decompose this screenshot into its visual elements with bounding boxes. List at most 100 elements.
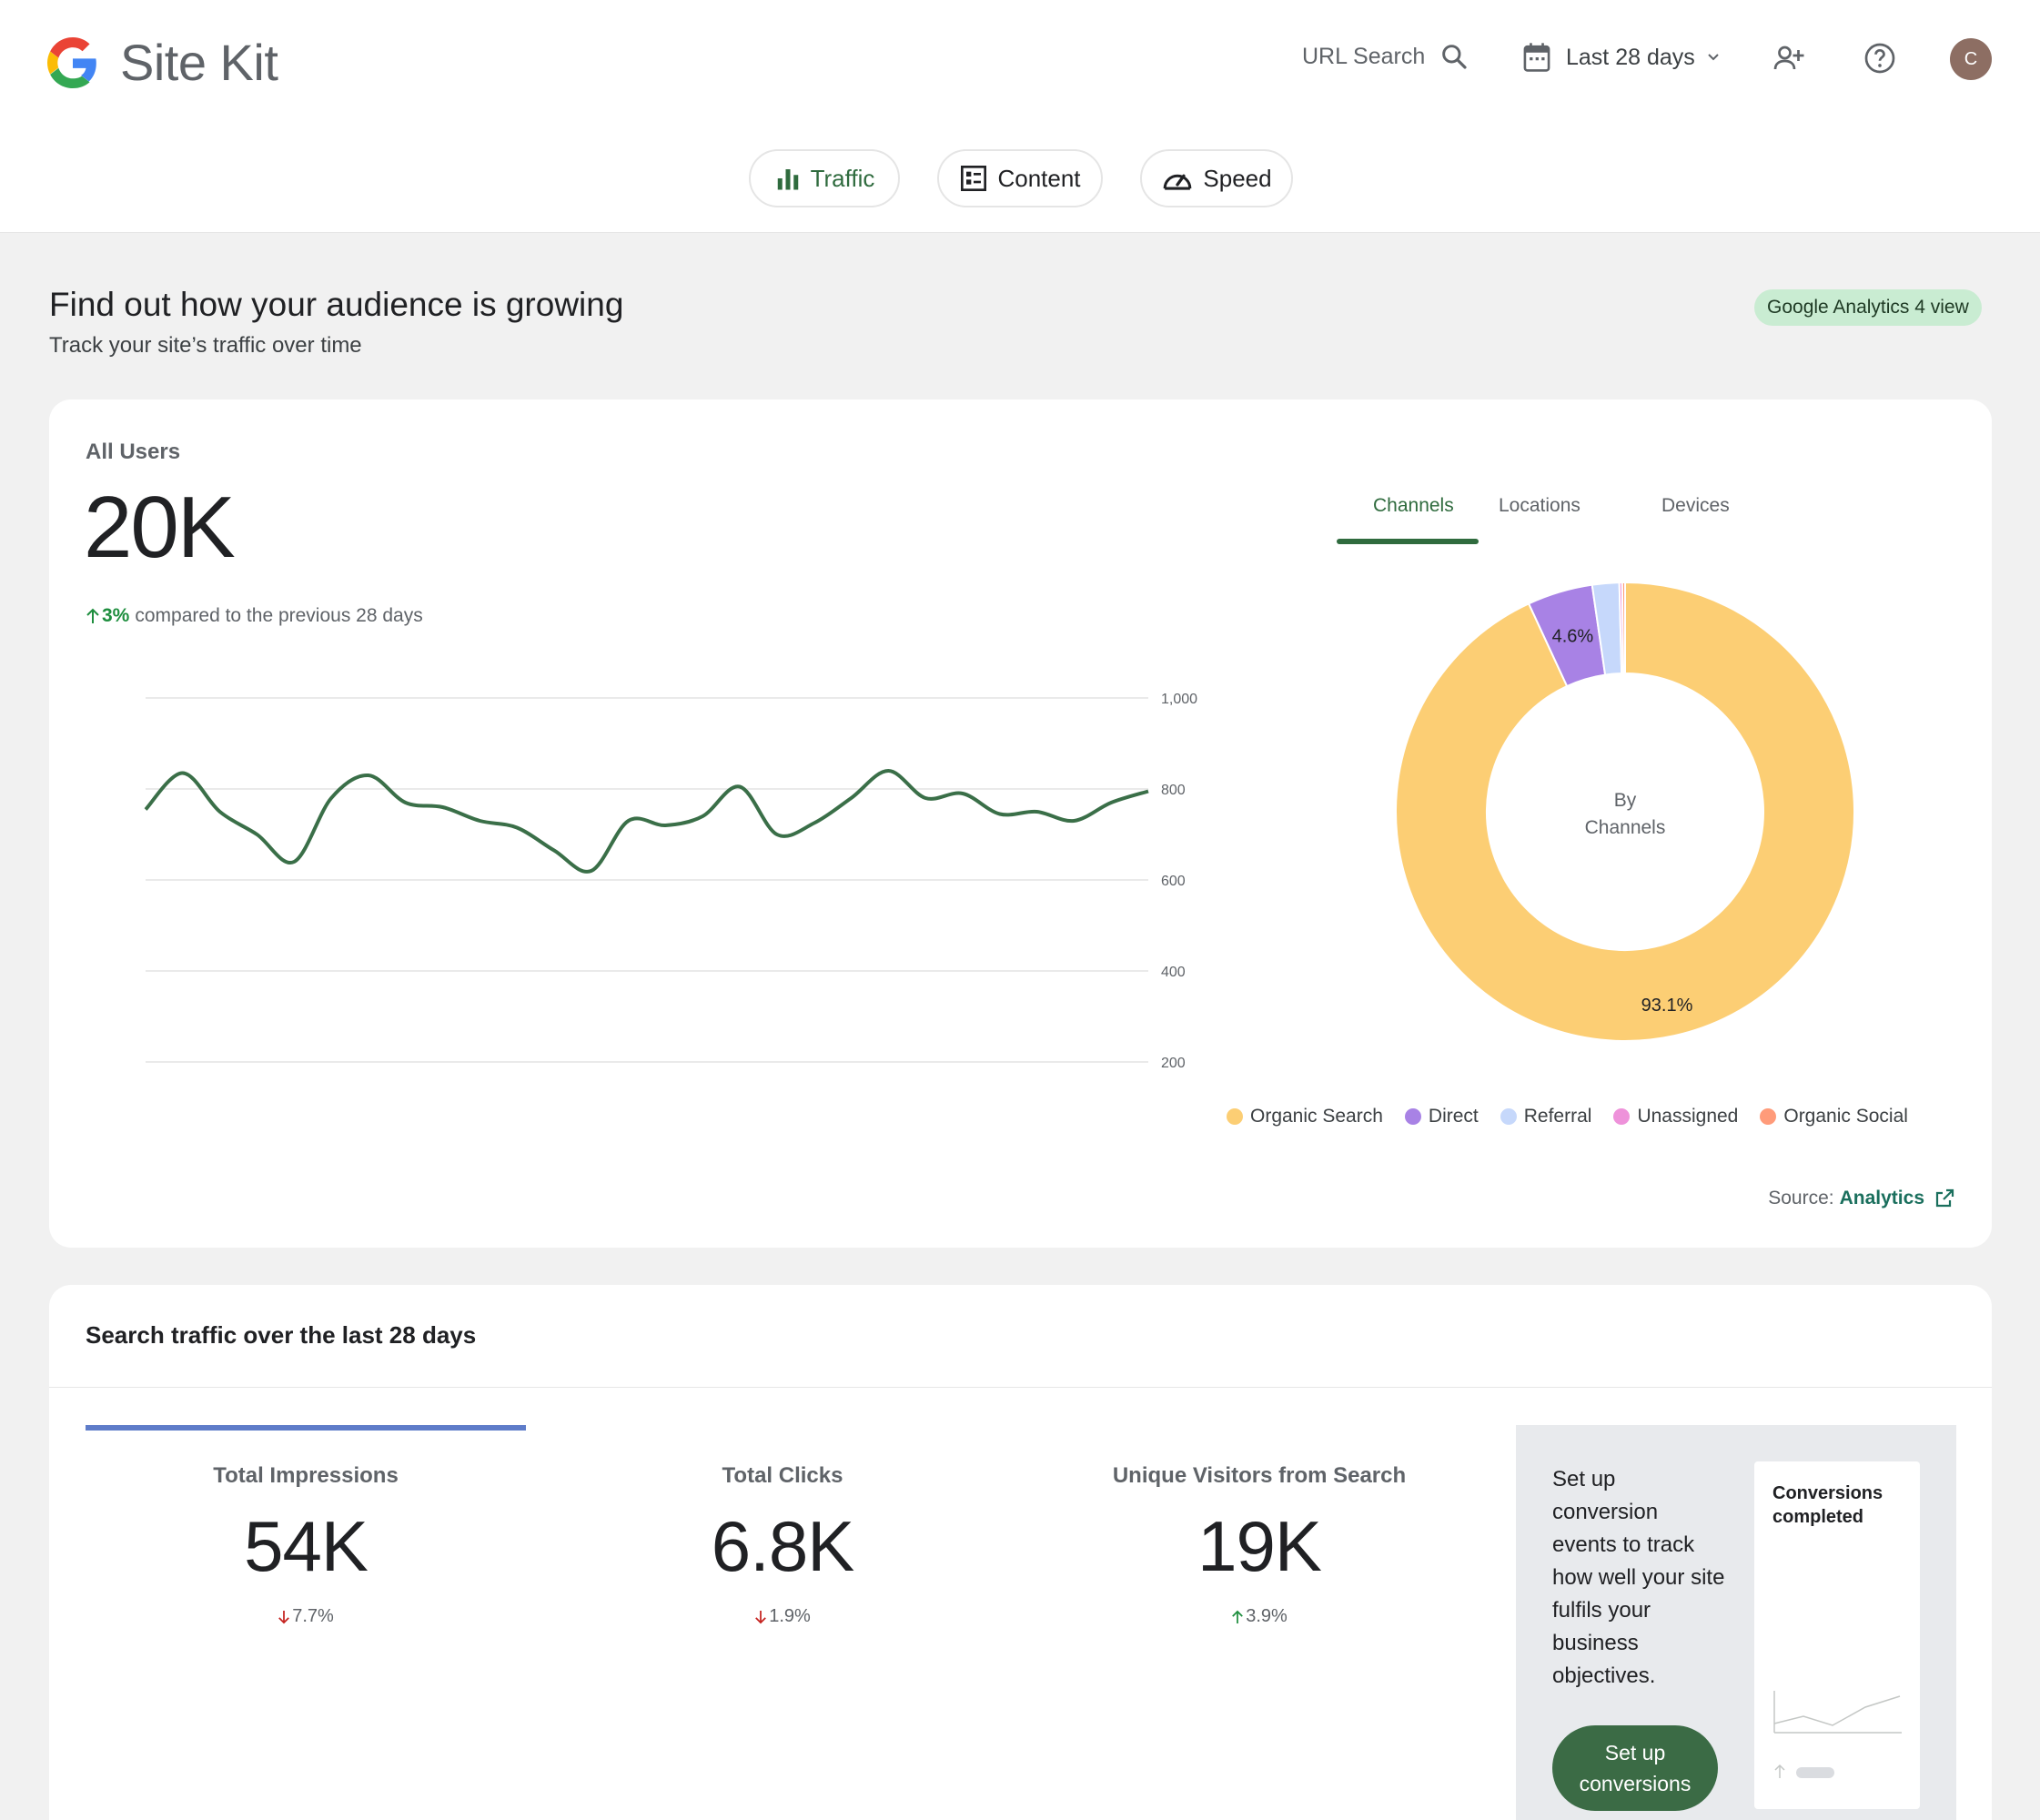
tab-traffic-label: Traffic bbox=[810, 164, 875, 192]
metric-value: 19K bbox=[1197, 1506, 1322, 1586]
tab-locations[interactable]: Locations bbox=[1499, 495, 1580, 516]
all-users-change-value: 3% bbox=[102, 605, 130, 626]
header: Site Kit URL Search Last 28 days C Traff… bbox=[0, 0, 2040, 233]
google-g-icon bbox=[47, 36, 96, 88]
avatar[interactable]: C bbox=[1950, 38, 1992, 80]
users-series-line bbox=[144, 769, 1149, 874]
section-subtitle: Track your site’s traffic over time bbox=[49, 333, 362, 358]
conversions-preview-title: Conversions completed bbox=[1772, 1483, 1883, 1527]
legend-swatch bbox=[1760, 1108, 1777, 1125]
tab-content[interactable]: Content bbox=[937, 149, 1103, 207]
active-tab-indicator bbox=[1337, 539, 1479, 544]
conversions-promo-text: Set up conversion events to track how we… bbox=[1552, 1467, 1725, 1688]
legend-item[interactable]: Referral bbox=[1500, 1106, 1592, 1127]
channels-legend: Organic Search Direct Referral Unassigned Or… bbox=[1227, 1106, 1930, 1127]
all-users-change-text: compared to the previous 28 days bbox=[135, 605, 423, 626]
metric-change: 7.7% bbox=[86, 1606, 526, 1627]
metric-value: 54K bbox=[244, 1506, 369, 1586]
channels-donut-chart: 93.1% 4.6% By Channels bbox=[1395, 581, 1855, 1042]
metric-change-value: 3.9% bbox=[1246, 1606, 1288, 1626]
legend-label: Organic Social bbox=[1783, 1106, 1908, 1127]
calendar-icon bbox=[1523, 43, 1550, 72]
arrow-up-icon bbox=[86, 608, 99, 623]
y-tick-label: 400 bbox=[1161, 965, 1186, 980]
y-tick-label: 1,000 bbox=[1161, 692, 1197, 707]
search-traffic-card: Search traffic over the last 28 days Tot… bbox=[49, 1285, 1992, 1820]
tab-traffic[interactable]: Traffic bbox=[749, 149, 900, 207]
metric-label: Unique Visitors from Search bbox=[1112, 1463, 1407, 1488]
metric-total-clicks[interactable]: Total Clicks 6.8K 1.9% bbox=[562, 1463, 1003, 1627]
change-up-indicator: 3% bbox=[86, 605, 129, 627]
content-list-icon bbox=[961, 166, 987, 191]
metric-total-impressions[interactable]: Total Impressions 54K 7.7% bbox=[86, 1463, 526, 1627]
breakdown-tabs: Channels Locations Devices bbox=[1337, 495, 1792, 545]
donut-slice-organic-search[interactable] bbox=[1395, 581, 1855, 1042]
conversions-promo-panel: Set up conversion events to track how we… bbox=[1516, 1425, 1956, 1820]
tab-channels[interactable]: Channels bbox=[1373, 495, 1454, 516]
all-users-card: All Users 20K 3% compared to the previou… bbox=[49, 399, 1992, 1248]
app-name: Site Kit bbox=[120, 34, 278, 91]
add-user-icon[interactable] bbox=[1772, 42, 1805, 75]
donut-slice-organic-social[interactable] bbox=[1621, 581, 1626, 675]
search-icon bbox=[1442, 45, 1467, 69]
section-title: Find out how your audience is growing bbox=[49, 286, 624, 323]
legend-label: Unassigned bbox=[1637, 1106, 1739, 1127]
site-kit-logo[interactable]: Site Kit bbox=[47, 33, 278, 92]
legend-item[interactable]: Organic Search bbox=[1227, 1106, 1383, 1127]
tab-speed[interactable]: Speed bbox=[1140, 149, 1293, 207]
all-users-change: 3% compared to the previous 28 days bbox=[86, 605, 423, 627]
legend-swatch bbox=[1500, 1108, 1517, 1125]
help-icon[interactable] bbox=[1863, 42, 1896, 75]
legend-label: Referral bbox=[1523, 1106, 1592, 1127]
external-link-icon[interactable] bbox=[1934, 1188, 1955, 1209]
metric-value: 6.8K bbox=[711, 1506, 854, 1586]
legend-item[interactable]: Organic Social bbox=[1760, 1106, 1908, 1127]
tab-content-label: Content bbox=[997, 164, 1081, 192]
date-range-label: Last 28 days bbox=[1566, 44, 1695, 70]
legend-swatch bbox=[1227, 1108, 1243, 1125]
source-attribution: Source: Analytics bbox=[1768, 1188, 1955, 1209]
legend-label: Organic Search bbox=[1250, 1106, 1383, 1127]
y-tick-label: 200 bbox=[1161, 1056, 1186, 1071]
donut-center-label: By bbox=[1614, 790, 1637, 811]
tab-speed-label: Speed bbox=[1203, 164, 1272, 192]
legend-item[interactable]: Direct bbox=[1404, 1106, 1479, 1127]
donut-center-label: Channels bbox=[1585, 817, 1666, 838]
mini-trend-chart-icon bbox=[1773, 1691, 1902, 1778]
y-tick-label: 600 bbox=[1161, 874, 1186, 889]
legend-swatch bbox=[1404, 1108, 1421, 1125]
metric-change: 1.9% bbox=[562, 1606, 1003, 1627]
chevron-down-icon bbox=[1708, 54, 1719, 61]
arrow-down-icon bbox=[755, 1610, 767, 1623]
speedometer-icon bbox=[1164, 174, 1192, 190]
date-range-selector[interactable]: Last 28 days bbox=[1522, 42, 1722, 73]
source-prefix: Source: bbox=[1768, 1188, 1834, 1208]
divider bbox=[49, 1387, 1992, 1388]
metric-unique-visitors[interactable]: Unique Visitors from Search 19K 3.9% bbox=[1039, 1463, 1480, 1627]
slice-label: 93.1% bbox=[1641, 996, 1693, 1016]
setup-conversions-button[interactable]: Set up conversions bbox=[1552, 1725, 1718, 1811]
ga4-view-badge: Google Analytics 4 view bbox=[1754, 289, 1982, 326]
metric-change-value: 7.7% bbox=[292, 1606, 334, 1626]
url-search-button[interactable]: URL Search bbox=[1302, 42, 1469, 71]
legend-item[interactable]: Unassigned bbox=[1613, 1106, 1738, 1127]
arrow-up-icon bbox=[1232, 1610, 1244, 1623]
metric-change-value: 1.9% bbox=[769, 1606, 811, 1626]
users-line-chart: 1,0008006004002000May 10May 18May 27Jun … bbox=[144, 692, 1197, 1071]
arrow-down-icon bbox=[278, 1610, 290, 1623]
tab-devices[interactable]: Devices bbox=[1661, 495, 1730, 516]
metric-label: Total Impressions bbox=[213, 1463, 399, 1488]
legend-swatch bbox=[1613, 1108, 1631, 1125]
search-traffic-title: Search traffic over the last 28 days bbox=[86, 1321, 477, 1349]
y-tick-label: 800 bbox=[1161, 783, 1186, 798]
legend-label: Direct bbox=[1428, 1106, 1479, 1127]
metric-change: 3.9% bbox=[1039, 1606, 1480, 1627]
metric-label: Total Clicks bbox=[722, 1463, 843, 1488]
bar-chart-icon bbox=[777, 169, 798, 190]
conversions-preview-card: Conversions completed bbox=[1754, 1461, 1920, 1809]
analytics-source-link[interactable]: Analytics bbox=[1839, 1188, 1924, 1208]
slice-label: 4.6% bbox=[1552, 626, 1594, 646]
selected-metric-indicator bbox=[86, 1425, 526, 1431]
all-users-label: All Users bbox=[86, 440, 181, 464]
url-search-label: URL Search bbox=[1302, 43, 1426, 69]
